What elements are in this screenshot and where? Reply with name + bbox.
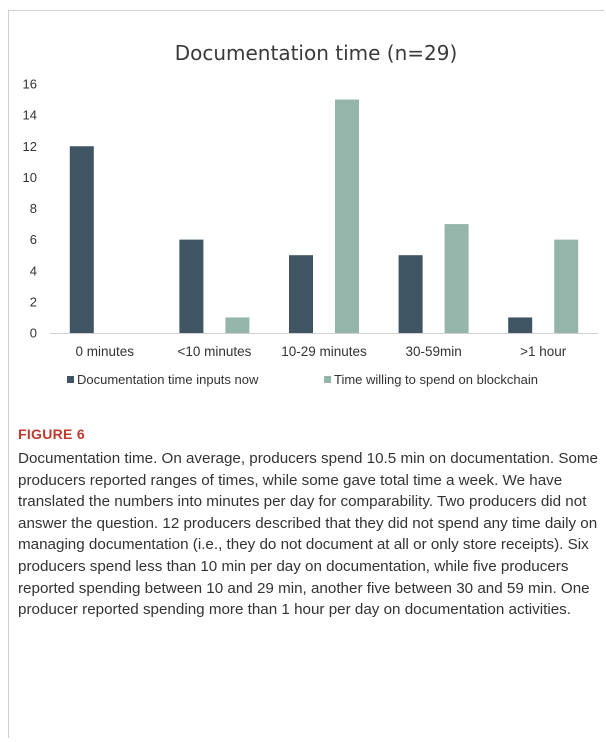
legend-label: Documentation time inputs now <box>77 372 259 387</box>
legend-swatch <box>67 376 74 383</box>
y-axis: 0 2 4 6 8 10 12 14 16 <box>23 77 37 341</box>
bars <box>69 99 579 333</box>
bar-now <box>179 239 204 333</box>
bar-blockchain <box>554 239 579 333</box>
x-tick-label: >1 hour <box>520 344 567 359</box>
bar-blockchain <box>335 99 359 333</box>
x-tick-label: <10 minutes <box>177 344 251 359</box>
x-tick-label: 30-59min <box>405 344 461 359</box>
y-tick-label: 4 <box>30 263 37 278</box>
chart-title: Documentation time (n=29) <box>175 41 458 65</box>
legend-swatch <box>324 376 331 383</box>
y-tick-label: 12 <box>23 139 37 154</box>
y-tick-label: 2 <box>30 294 37 309</box>
bar-blockchain <box>444 224 469 333</box>
y-tick-label: 6 <box>30 232 37 247</box>
bar-now <box>69 146 94 333</box>
bar-now <box>508 317 533 333</box>
figure-label: FIGURE 6 <box>18 426 85 442</box>
x-axis: 0 minutes <10 minutes 10-29 minutes 30-59mi… <box>76 344 567 359</box>
y-tick-label: 14 <box>23 108 37 123</box>
legend-label: Time willing to spend on blockchain <box>334 372 538 387</box>
x-tick-label: 0 minutes <box>76 344 135 359</box>
y-tick-label: 8 <box>30 201 37 216</box>
y-tick-label: 0 <box>30 326 37 341</box>
y-tick-label: 10 <box>23 170 37 185</box>
x-tick-label: 10-29 minutes <box>281 344 367 359</box>
figure-frame <box>8 10 604 738</box>
bar-now <box>289 255 313 333</box>
bar-chart: Documentation time (n=29) 0246810121416 … <box>23 41 598 387</box>
bar-blockchain <box>225 317 250 333</box>
legend: Documentation time inputs now Time willin… <box>67 372 538 387</box>
y-tick-label: 16 <box>23 77 37 92</box>
bar-now <box>398 255 423 333</box>
figure-caption: Documentation time. On average, producer… <box>18 450 598 619</box>
